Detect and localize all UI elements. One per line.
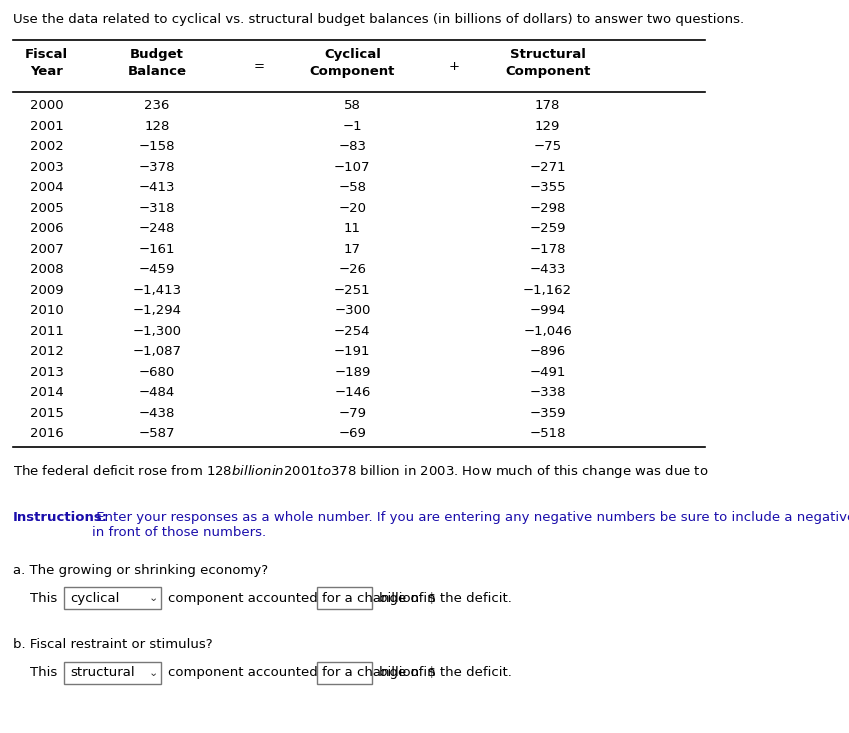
Text: Component: Component (505, 65, 590, 78)
Text: b. Fiscal restraint or stimulus?: b. Fiscal restraint or stimulus? (13, 638, 212, 652)
Text: Year: Year (31, 65, 63, 78)
Text: −1,413: −1,413 (132, 284, 182, 297)
Text: −75: −75 (533, 140, 562, 153)
Text: Structural: Structural (509, 48, 586, 62)
Text: cyclical: cyclical (70, 592, 120, 605)
Text: −680: −680 (139, 366, 175, 379)
Text: 2014: 2014 (30, 386, 64, 399)
Text: billion in the deficit.: billion in the deficit. (379, 666, 512, 679)
Text: −69: −69 (339, 427, 366, 441)
Text: −484: −484 (139, 386, 175, 399)
Text: 2007: 2007 (30, 243, 64, 256)
Text: 2004: 2004 (30, 181, 64, 194)
Text: component accounted for a change of $: component accounted for a change of $ (168, 666, 436, 679)
Text: −259: −259 (530, 222, 565, 235)
Text: 2010: 2010 (30, 304, 64, 317)
Text: 178: 178 (535, 99, 560, 112)
Text: 2008: 2008 (30, 263, 64, 276)
Text: −271: −271 (529, 161, 566, 174)
Text: Component: Component (310, 65, 395, 78)
Text: −896: −896 (530, 345, 565, 358)
Text: 129: 129 (535, 119, 560, 133)
Text: −178: −178 (530, 243, 565, 256)
Text: 2006: 2006 (30, 222, 64, 235)
Text: −438: −438 (139, 407, 175, 420)
Text: 2013: 2013 (30, 366, 64, 379)
Text: −161: −161 (139, 243, 175, 256)
Text: Enter your responses as a whole number. If you are entering any negative numbers: Enter your responses as a whole number. … (92, 511, 849, 539)
Text: −318: −318 (139, 202, 175, 215)
Text: −251: −251 (334, 284, 371, 297)
Text: 2015: 2015 (30, 407, 64, 420)
Text: 2003: 2003 (30, 161, 64, 174)
Text: −359: −359 (530, 407, 565, 420)
Text: 58: 58 (344, 99, 361, 112)
Text: 2002: 2002 (30, 140, 64, 153)
Text: 2012: 2012 (30, 345, 64, 358)
Text: Instructions:: Instructions: (13, 511, 108, 524)
Text: −1,162: −1,162 (523, 284, 572, 297)
Text: The federal deficit rose from $128 billion in 2001 to $378 billion in 2003. How : The federal deficit rose from $128 billi… (13, 463, 708, 480)
Text: −1: −1 (342, 119, 363, 133)
Text: −146: −146 (335, 386, 370, 399)
Text: Cyclical: Cyclical (324, 48, 380, 62)
Text: This: This (30, 666, 57, 679)
Text: −1,300: −1,300 (132, 325, 182, 338)
Text: −58: −58 (339, 181, 366, 194)
Text: −158: −158 (139, 140, 175, 153)
Text: −378: −378 (139, 161, 175, 174)
Text: −298: −298 (530, 202, 565, 215)
Text: −26: −26 (339, 263, 366, 276)
Text: billion in the deficit.: billion in the deficit. (379, 592, 512, 605)
Text: −355: −355 (529, 181, 566, 194)
Text: a. The growing or shrinking economy?: a. The growing or shrinking economy? (13, 564, 268, 577)
Text: This: This (30, 592, 57, 605)
Text: −189: −189 (335, 366, 370, 379)
Text: 2016: 2016 (30, 427, 64, 441)
Text: Budget: Budget (130, 48, 184, 62)
Text: component accounted for a change of $: component accounted for a change of $ (168, 592, 436, 605)
Text: −413: −413 (139, 181, 175, 194)
Text: −191: −191 (335, 345, 370, 358)
Text: 236: 236 (144, 99, 170, 112)
Text: structural: structural (70, 666, 135, 679)
Text: −254: −254 (335, 325, 370, 338)
Text: −1,294: −1,294 (132, 304, 182, 317)
Text: −83: −83 (339, 140, 366, 153)
Text: 2005: 2005 (30, 202, 64, 215)
Text: Use the data related to cyclical vs. structural budget balances (in billions of : Use the data related to cyclical vs. str… (13, 13, 744, 26)
Text: Fiscal: Fiscal (25, 48, 68, 62)
Text: ⌄: ⌄ (149, 593, 158, 603)
Text: ⌄: ⌄ (149, 668, 158, 678)
Text: −433: −433 (530, 263, 565, 276)
Text: 2011: 2011 (30, 325, 64, 338)
Text: −107: −107 (335, 161, 370, 174)
Text: +: + (449, 60, 459, 73)
Text: 2001: 2001 (30, 119, 64, 133)
Text: −1,046: −1,046 (523, 325, 572, 338)
Text: −491: −491 (530, 366, 565, 379)
Text: −338: −338 (530, 386, 565, 399)
Text: −300: −300 (335, 304, 370, 317)
Text: −518: −518 (530, 427, 565, 441)
Text: 11: 11 (344, 222, 361, 235)
Text: 17: 17 (344, 243, 361, 256)
Text: −459: −459 (139, 263, 175, 276)
Text: 2009: 2009 (30, 284, 64, 297)
Text: 128: 128 (144, 119, 170, 133)
Text: −248: −248 (139, 222, 175, 235)
Text: −79: −79 (339, 407, 366, 420)
Text: 2000: 2000 (30, 99, 64, 112)
Text: −994: −994 (530, 304, 565, 317)
Text: −1,087: −1,087 (132, 345, 182, 358)
Text: Balance: Balance (127, 65, 187, 78)
Text: −20: −20 (339, 202, 366, 215)
Text: −587: −587 (139, 427, 175, 441)
Text: =: = (254, 60, 264, 73)
